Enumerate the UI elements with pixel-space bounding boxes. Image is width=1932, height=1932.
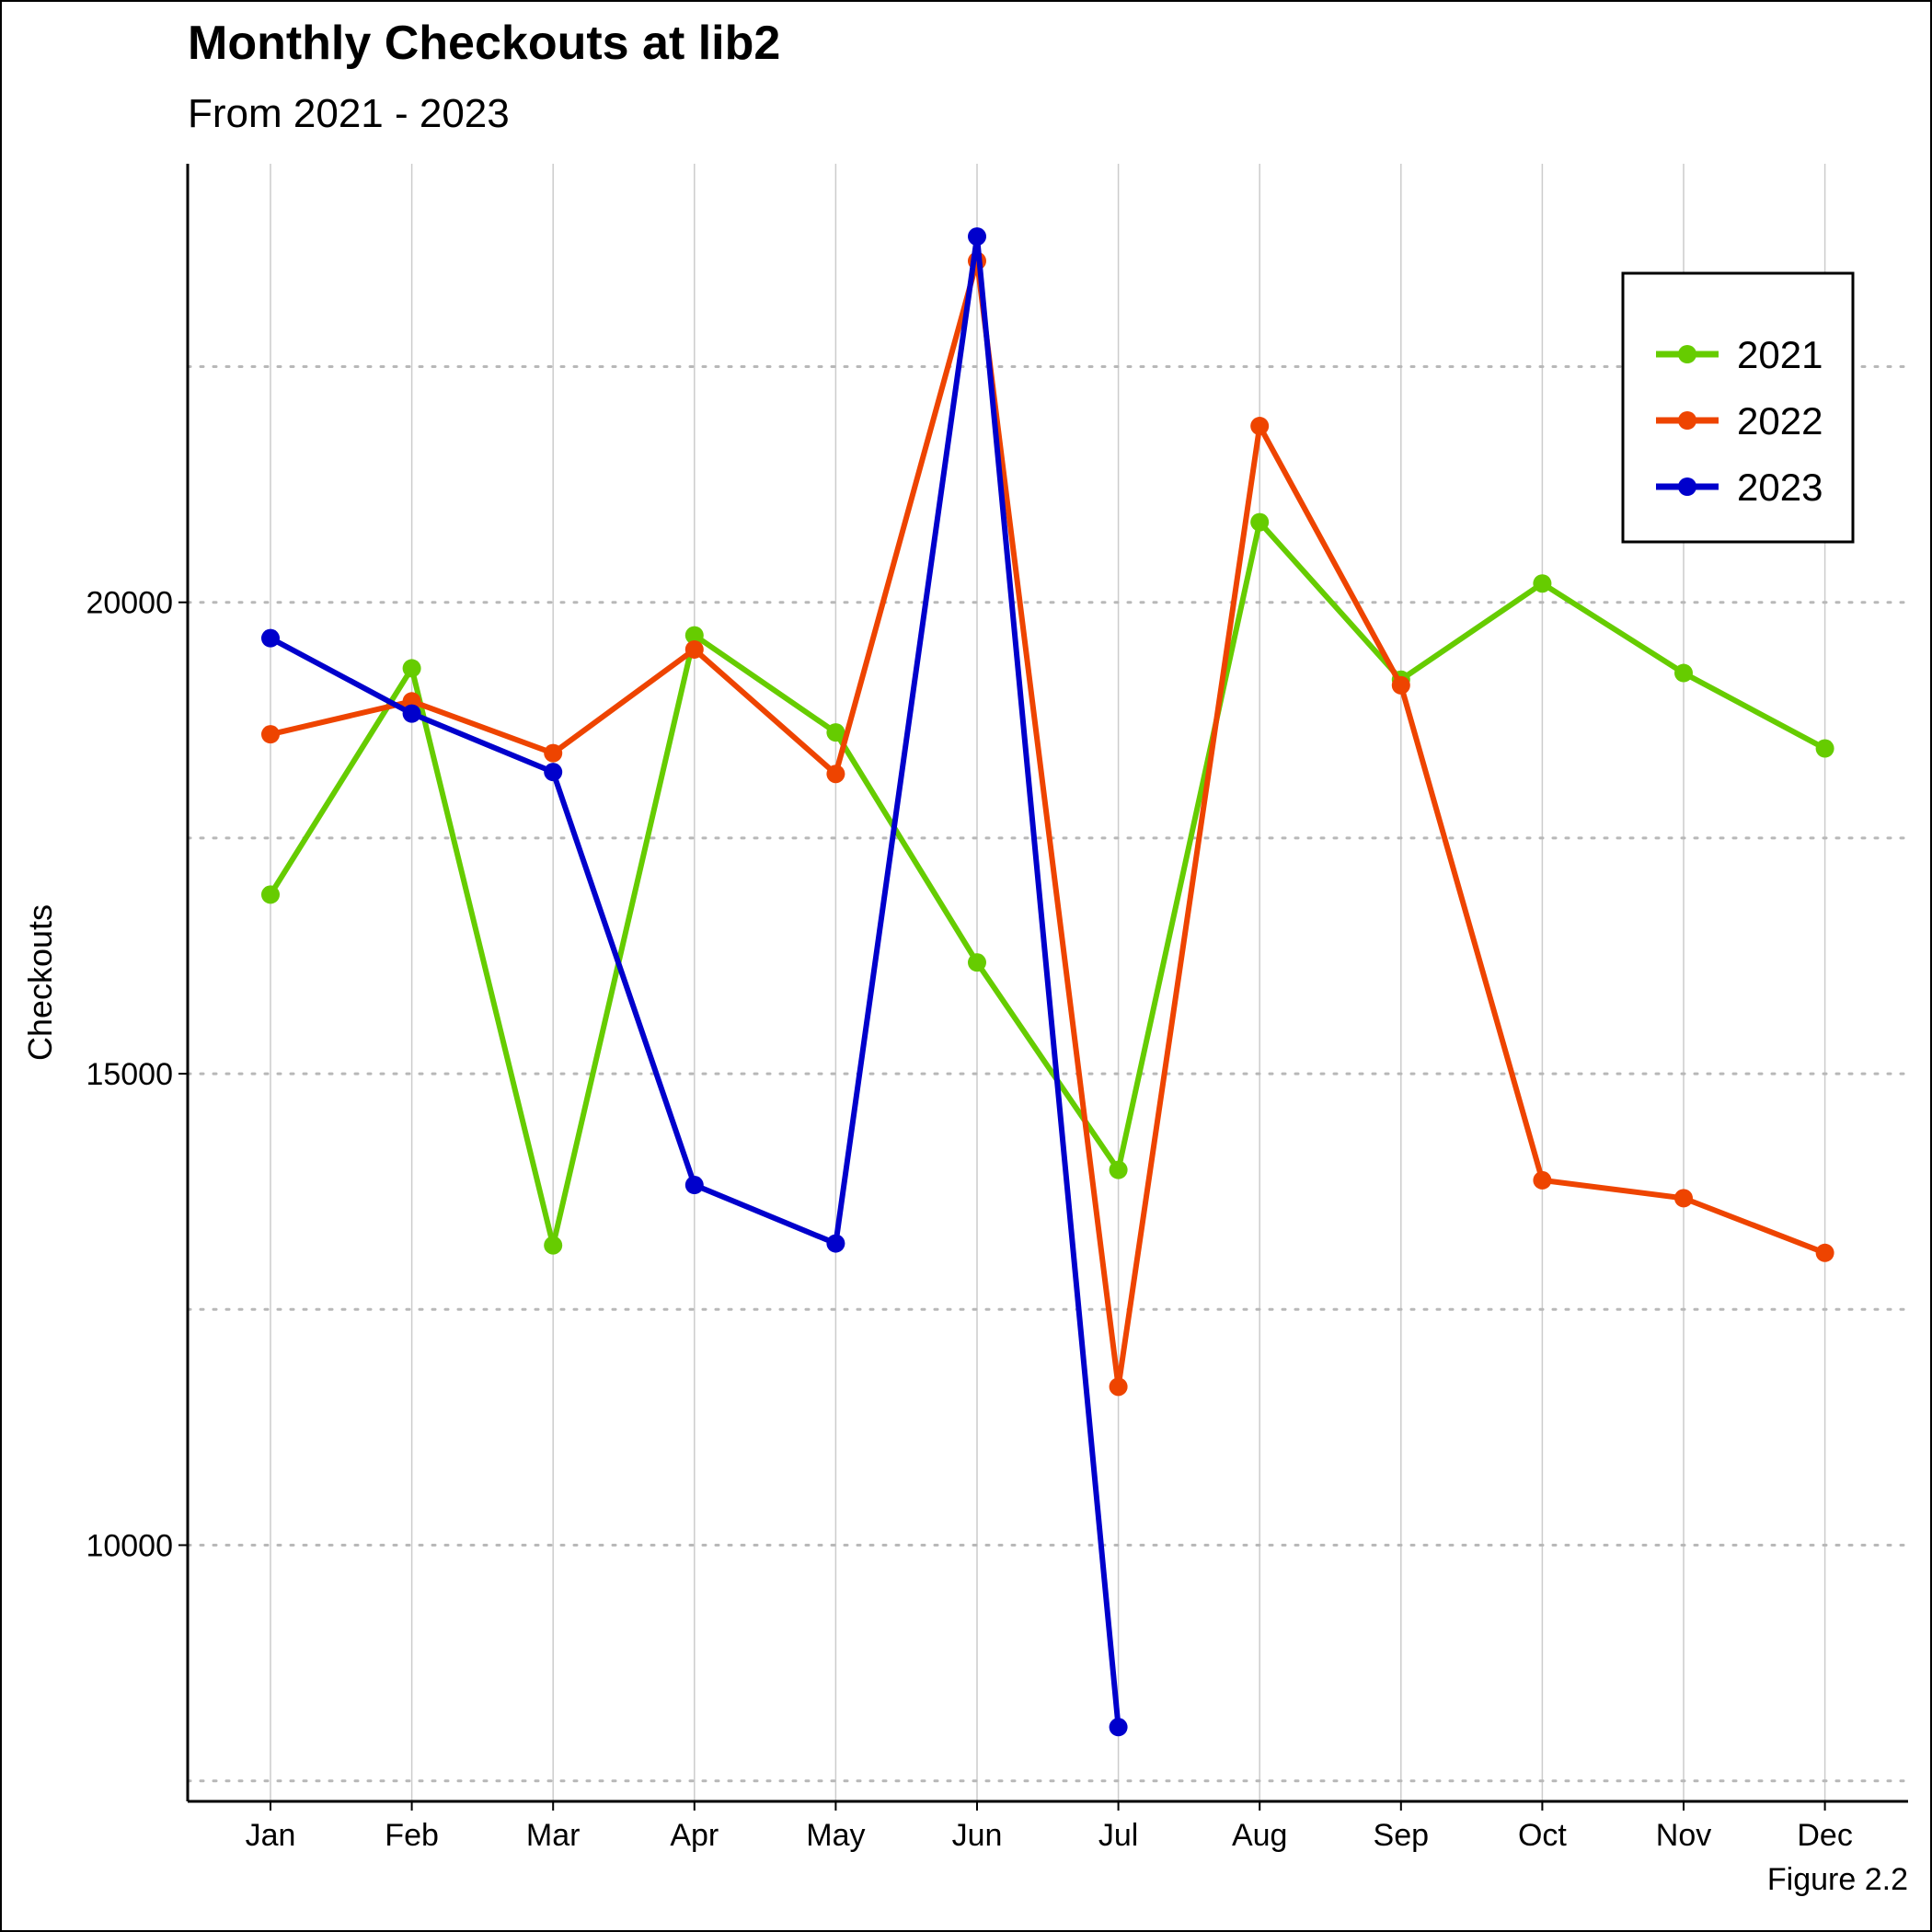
y-tick-label: 20000 — [86, 586, 173, 621]
data-point-2021-Jul — [1109, 1160, 1128, 1179]
axes: 10000 15000 20000 Jan Feb Mar Apr May Jun Jul Aug S… — [86, 164, 1908, 1853]
data-point-2022-Nov — [1674, 1189, 1693, 1208]
x-tick-label: Dec — [1797, 1818, 1852, 1853]
legend-box — [1621, 271, 1855, 544]
data-point-2023-May — [826, 1234, 845, 1253]
series-2023 — [261, 227, 1128, 1737]
data-point-2022-Apr — [684, 639, 704, 659]
legend-label: 2022 — [1737, 399, 1823, 443]
x-tick-label: Oct — [1518, 1818, 1567, 1853]
data-point-2022-Aug — [1250, 417, 1270, 436]
series-group — [261, 227, 1834, 1737]
data-point-2023-Mar — [544, 763, 563, 782]
data-point-2021-Mar — [544, 1236, 563, 1255]
series-2021 — [261, 512, 1834, 1255]
figure-caption: Figure 2.2 — [1767, 1862, 1908, 1897]
data-point-2021-Nov — [1674, 663, 1693, 683]
data-point-2022-Sep — [1391, 675, 1410, 695]
data-point-2021-May — [826, 723, 845, 742]
x-tick-label: Sep — [1374, 1818, 1430, 1853]
legend-item-2023: 2023 — [1656, 466, 1823, 509]
series-line-2021 — [268, 519, 1828, 1248]
legend-swatch-point — [1678, 345, 1696, 363]
series-2022 — [261, 251, 1834, 1397]
data-point-2021-Jan — [261, 885, 280, 904]
data-point-2022-Mar — [544, 743, 563, 763]
chart-subtitle: From 2021 - 2023 — [188, 91, 510, 136]
x-tick-label: Aug — [1232, 1818, 1288, 1853]
legend-swatch-point — [1678, 411, 1696, 430]
data-point-2022-Oct — [1533, 1170, 1552, 1190]
data-point-2023-Jul — [1109, 1718, 1128, 1737]
x-tick-label: Jun — [952, 1818, 1003, 1853]
data-point-2022-May — [826, 765, 845, 784]
y-tick-label: 10000 — [86, 1529, 173, 1564]
chart-title: Monthly Checkouts at lib2 — [188, 17, 780, 70]
legend-label: 2021 — [1737, 333, 1823, 376]
x-tick-label: May — [806, 1818, 865, 1853]
series-line-2022 — [268, 258, 1828, 1390]
data-point-2023-Feb — [402, 704, 421, 723]
data-point-2022-Jul — [1109, 1377, 1128, 1397]
data-point-2022-Dec — [1815, 1243, 1834, 1262]
data-point-2023-Apr — [684, 1176, 704, 1195]
data-point-2021-Feb — [402, 659, 421, 678]
data-point-2023-Jun — [968, 227, 986, 247]
x-tick-label: Feb — [385, 1818, 439, 1853]
legend-item-2022: 2022 — [1656, 399, 1823, 443]
data-point-2022-Jan — [261, 725, 280, 744]
data-point-2021-Jun — [968, 953, 986, 972]
legend: 2021 2022 2023 — [1621, 271, 1855, 544]
data-point-2021-Apr — [684, 626, 704, 645]
data-point-2021-Dec — [1815, 739, 1834, 758]
y-tick-label: 15000 — [86, 1057, 173, 1092]
x-tick-label: Jul — [1098, 1818, 1138, 1853]
data-point-2021-Aug — [1250, 512, 1270, 532]
legend-label: 2023 — [1737, 466, 1823, 509]
x-tick-label: Jan — [246, 1818, 296, 1853]
x-tick-label: Apr — [670, 1818, 719, 1853]
legend-item-2021: 2021 — [1656, 333, 1823, 376]
x-tick-label: Mar — [526, 1818, 581, 1853]
y-axis-title: Checkouts — [21, 904, 59, 1061]
x-tick-label: Nov — [1656, 1818, 1711, 1853]
data-point-2021-Oct — [1533, 574, 1552, 593]
legend-swatch-point — [1678, 477, 1696, 496]
data-point-2023-Jan — [261, 628, 280, 648]
